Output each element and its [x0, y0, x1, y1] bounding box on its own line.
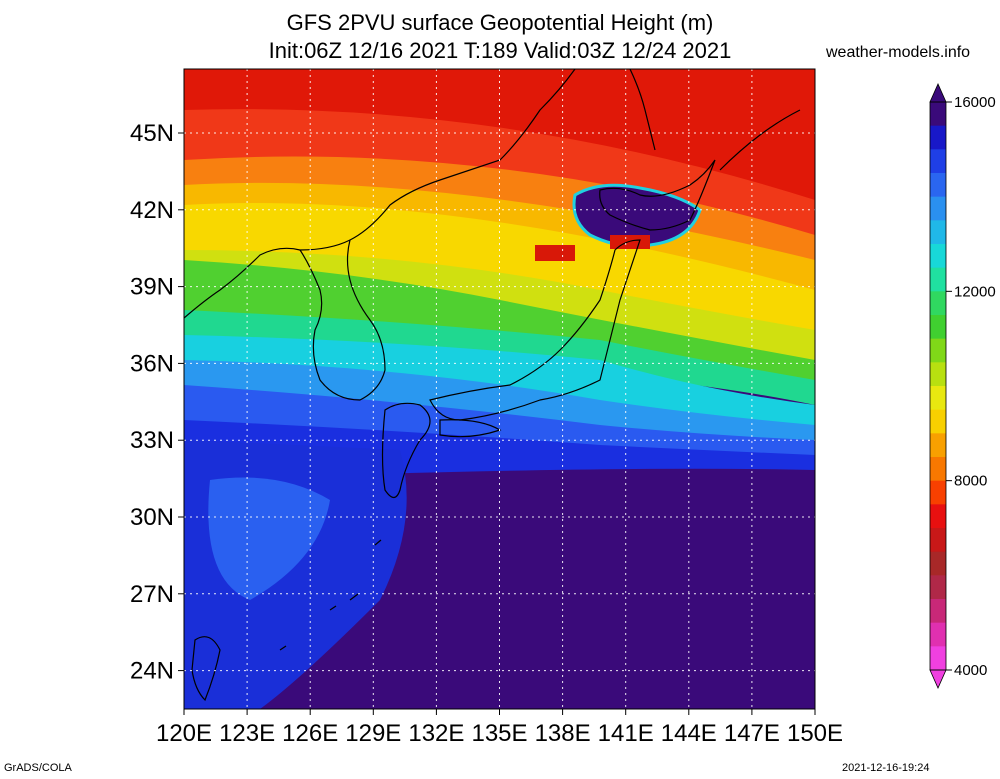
colorbar-swatch [930, 362, 946, 387]
colorbar-swatch [930, 480, 946, 505]
lon-tick-label: 132E [408, 720, 464, 747]
gridlines [184, 69, 815, 709]
colorbar-swatch [930, 291, 946, 316]
colorbar-swatch [930, 622, 946, 647]
longitude-axis: 120E 123E 126E 129E 132E 135E 138E 141E 144E 147E… [156, 709, 843, 747]
lat-tick-label: 27N [130, 581, 174, 608]
lat-tick-label: 42N [130, 197, 174, 224]
colorbar-swatch [930, 315, 946, 340]
lat-tick-label: 30N [130, 504, 174, 531]
colorbar-label: 12000 [954, 283, 996, 300]
colorbar-swatch [930, 338, 946, 363]
chart-subtitle: Init:06Z 12/16 2021 T:189 Valid:03Z 12/2… [268, 38, 732, 63]
lon-tick-label: 120E [156, 720, 212, 747]
colorbar-swatch [930, 599, 946, 624]
colorbar-swatch [930, 575, 946, 600]
latitude-axis: 45N 42N 39N 36N 33N 30N 27N 24N [130, 120, 184, 685]
lon-tick-label: 147E [724, 720, 780, 747]
lat-tick-label: 33N [130, 427, 174, 454]
colorbar-swatch [930, 551, 946, 576]
lon-tick-label: 123E [219, 720, 275, 747]
footer-timestamp: 2021-12-16-19:24 [842, 762, 930, 774]
lon-tick-label: 144E [661, 720, 717, 747]
site-watermark: weather-models.info [826, 44, 971, 61]
colorbar-label: 16000 [954, 94, 996, 111]
colorbar-swatch [930, 409, 946, 434]
geopotential-field [184, 69, 815, 709]
colorbar-swatch [930, 457, 946, 482]
colorbar-swatch [930, 125, 946, 150]
lon-tick-label: 150E [787, 720, 843, 747]
lon-tick-label: 129E [345, 720, 401, 747]
colorbar-swatch [930, 196, 946, 221]
colorbar-label: 8000 [954, 473, 987, 490]
colorbar-swatch [930, 173, 946, 198]
lon-tick-label: 135E [471, 720, 527, 747]
colorbar-swatch [930, 102, 946, 127]
colorbar-swatch [930, 433, 946, 458]
colorbar-label: 4000 [954, 662, 987, 679]
colorbar-swatch [930, 646, 946, 671]
colorbar-swatch [930, 528, 946, 553]
colorbar-swatch [930, 504, 946, 529]
coastlines [184, 69, 801, 702]
lon-tick-label: 141E [598, 720, 654, 747]
footer-credit: GrADS/COLA [4, 762, 72, 774]
lat-tick-label: 45N [130, 120, 174, 147]
colorbar-swatch [930, 220, 946, 245]
colorbar-swatch [930, 267, 946, 292]
lat-tick-label: 24N [130, 658, 174, 685]
chart-title: GFS 2PVU surface Geopotential Height (m) [286, 10, 714, 35]
colorbar-swatch [930, 149, 946, 174]
lon-tick-label: 138E [535, 720, 591, 747]
colorbar-swatch [930, 244, 946, 269]
lat-tick-label: 39N [130, 274, 174, 301]
colorbar-min-arrow [929, 669, 947, 689]
colorbar-frame [929, 101, 947, 671]
colorbar-swatch [930, 386, 946, 411]
colorbar: 16000 12000 8000 4000 [929, 83, 996, 689]
lat-tick-label: 36N [130, 350, 174, 377]
lon-tick-label: 126E [282, 720, 338, 747]
colorbar-max-arrow [929, 83, 947, 103]
